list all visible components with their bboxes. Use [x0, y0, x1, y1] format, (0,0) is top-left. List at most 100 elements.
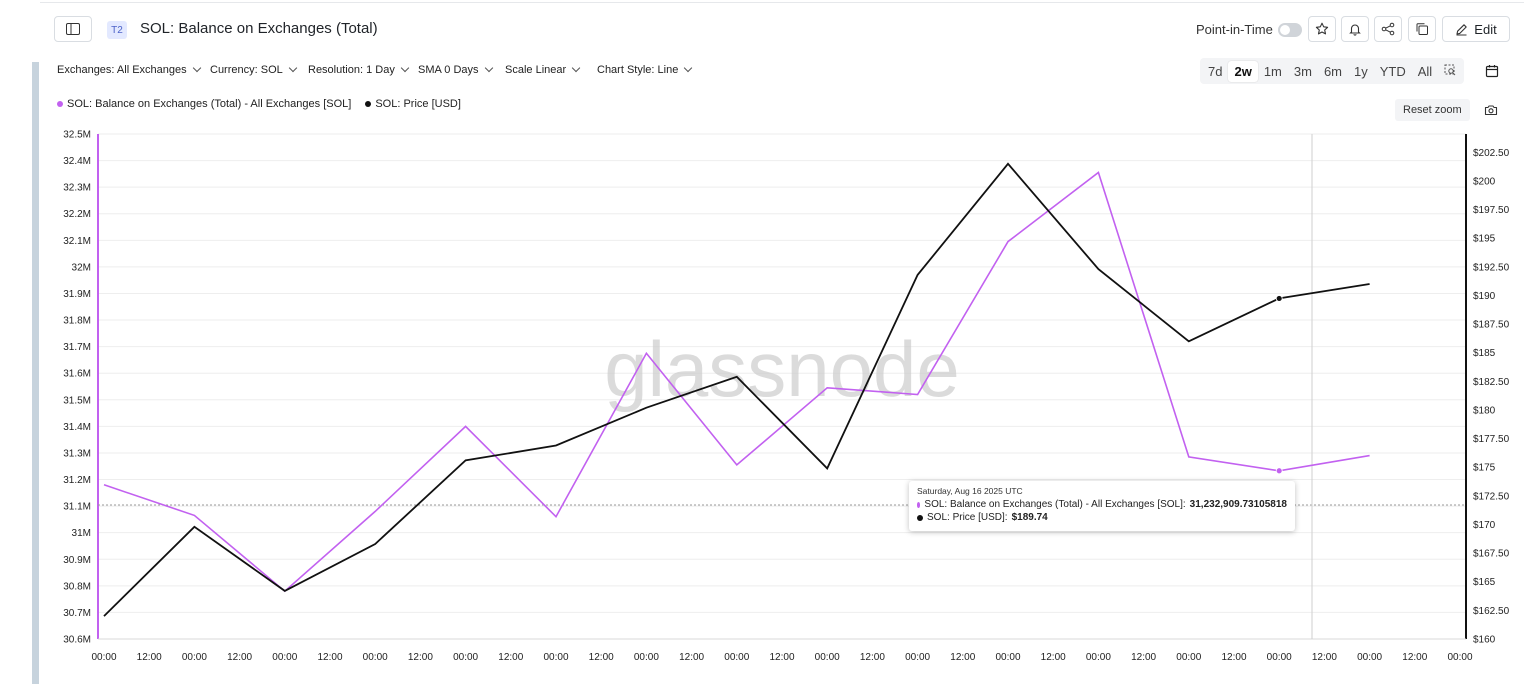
pencil-icon [1456, 23, 1468, 35]
tooltip-balance-label: SOL: Balance on Exchanges (Total) - All … [924, 499, 1186, 510]
favorite-button[interactable] [1308, 16, 1336, 42]
axes [97, 134, 1467, 640]
y-left-tick-label: 30.9M [63, 555, 91, 566]
y-right-tick-label: $160 [1473, 635, 1496, 646]
price-hover-point [1275, 295, 1283, 302]
y-right-tick-label: $170 [1473, 520, 1496, 531]
price-series-line [103, 162, 1370, 617]
y-right-tick-label: $192.50 [1473, 262, 1510, 273]
legend-dot-price [365, 101, 372, 107]
x-tick-label: 00:00 [1447, 652, 1472, 663]
y-right-tick-label: $167.50 [1473, 549, 1510, 560]
range-ytd[interactable]: YTD [1379, 63, 1406, 79]
share-icon [1381, 22, 1395, 36]
range-selector: 7d 2w 1m 3m 6m 1y YTD All [1200, 58, 1465, 84]
x-tick-label: 12:00 [1312, 652, 1337, 663]
x-tick-label: 12:00 [950, 652, 975, 663]
x-tick-label: 00:00 [543, 652, 568, 663]
y-right-tick-label: $190 [1473, 291, 1496, 302]
x-tick-label: 00:00 [363, 652, 388, 663]
range-3m[interactable]: 3m [1293, 63, 1312, 79]
x-tick-label: 00:00 [1357, 652, 1382, 663]
x-tick-label: 00:00 [905, 652, 930, 663]
x-tick-label: 12:00 [137, 652, 162, 663]
scale-dropdown[interactable]: Scale Linear [505, 63, 581, 76]
y-left-tick-label: 31.4M [63, 422, 91, 433]
tooltip-row-price: SOL: Price [USD]: $189.74 [917, 512, 1287, 523]
range-1m[interactable]: 1m [1263, 63, 1282, 79]
x-tick-label: 00:00 [453, 652, 478, 663]
point-in-time-toggle[interactable] [1278, 23, 1302, 37]
exchanges-dropdown[interactable]: Exchanges: All Exchanges [57, 63, 201, 76]
range-1y[interactable]: 1y [1354, 63, 1368, 79]
y-axis-left-labels: 32.5M 32.4M 32.3M 32.2M 32.1M 32M 31.9M 31.8M 31… [63, 130, 91, 646]
hover-markers [1275, 295, 1283, 475]
range-6m[interactable]: 6m [1323, 63, 1342, 79]
chart-style-dropdown[interactable]: Chart Style: Line [597, 63, 693, 76]
range-2w[interactable]: 2w [1228, 60, 1258, 82]
sma-dropdown[interactable]: SMA 0 Days [418, 63, 493, 76]
tooltip-row-balance: SOL: Balance on Exchanges (Total) - All … [917, 499, 1287, 510]
x-tick-label: 12:00 [769, 652, 794, 663]
screenshot-button[interactable] [1480, 99, 1502, 121]
calendar-button[interactable] [1479, 58, 1505, 84]
balance-series-line [103, 171, 1370, 593]
y-left-tick-label: 31.8M [63, 316, 91, 327]
share-button[interactable] [1374, 16, 1402, 42]
y-left-tick-label: 31.2M [63, 475, 91, 486]
y-left-tick-label: 31.6M [63, 369, 91, 380]
y-right-tick-label: $202.50 [1473, 148, 1510, 159]
x-tick-label: 00:00 [1086, 652, 1111, 663]
left-panel-scrollbar[interactable] [32, 62, 39, 684]
x-tick-label: 12:00 [498, 652, 523, 663]
currency-dropdown[interactable]: Currency: SOL [210, 63, 297, 76]
legend-item-balance[interactable]: SOL: Balance on Exchanges (Total) - All … [57, 98, 351, 110]
y-right-tick-label: $175 [1473, 463, 1496, 474]
x-tick-label: 00:00 [815, 652, 840, 663]
y-right-tick-label: $182.50 [1473, 377, 1510, 388]
x-tick-label: 00:00 [634, 652, 659, 663]
chart-tooltip: Saturday, Aug 16 2025 UTC SOL: Balance o… [909, 481, 1295, 531]
x-axis-labels: 00:00 12:00 00:00 12:00 00:00 12:00 00:00 12:00… [91, 652, 1472, 663]
sma-label: SMA 0 Days [418, 64, 479, 76]
x-tick-label: 12:00 [227, 652, 252, 663]
y-right-tick-label: $177.50 [1473, 434, 1510, 445]
y-left-tick-label: 32.1M [63, 236, 91, 247]
legend-label-price: SOL: Price [USD] [375, 98, 461, 110]
legend-label-balance: SOL: Balance on Exchanges (Total) - All … [67, 98, 352, 110]
reset-zoom-button[interactable]: Reset zoom [1395, 99, 1470, 121]
edit-button[interactable]: Edit [1442, 16, 1510, 42]
chart-style-label: Chart Style: Line [597, 64, 679, 76]
y-left-tick-label: 31.7M [63, 342, 91, 353]
range-all[interactable]: All [1417, 63, 1433, 79]
y-left-tick-label: 30.8M [63, 581, 91, 592]
zoom-select-button[interactable] [1438, 61, 1462, 82]
y-left-tick-label: 32M [72, 262, 91, 273]
y-left-tick-label: 31.3M [63, 448, 91, 459]
tooltip-dot-price [917, 514, 923, 521]
y-right-tick-label: $197.50 [1473, 205, 1510, 216]
y-left-tick-label: 32.5M [63, 130, 91, 141]
chart-header: T2 SOL: Balance on Exchanges (Total) Poi… [54, 16, 1512, 44]
range-7d[interactable]: 7d [1208, 63, 1223, 79]
y-right-tick-label: $195 [1473, 234, 1496, 245]
y-left-tick-label: 31.5M [63, 395, 91, 406]
x-tick-label: 12:00 [1041, 652, 1066, 663]
tooltip-dot-balance [917, 501, 921, 508]
y-right-tick-label: $165 [1473, 577, 1496, 588]
tier-badge: T2 [107, 21, 127, 39]
x-tick-label: 12:00 [1131, 652, 1156, 663]
x-tick-label: 12:00 [679, 652, 704, 663]
alert-button[interactable] [1341, 16, 1369, 42]
camera-icon [1484, 105, 1498, 116]
duplicate-button[interactable] [1408, 16, 1436, 42]
chart-legend: SOL: Balance on Exchanges (Total) - All … [57, 98, 461, 110]
x-tick-label: 00:00 [995, 652, 1020, 663]
legend-item-price[interactable]: SOL: Price [USD] [365, 98, 461, 110]
tooltip-price-value: $189.74 [1011, 512, 1048, 523]
x-tick-label: 00:00 [182, 652, 207, 663]
sidebar-toggle-button[interactable] [54, 16, 92, 42]
y-left-tick-label: 30.6M [63, 635, 91, 646]
resolution-dropdown[interactable]: Resolution: 1 Day [308, 63, 410, 76]
